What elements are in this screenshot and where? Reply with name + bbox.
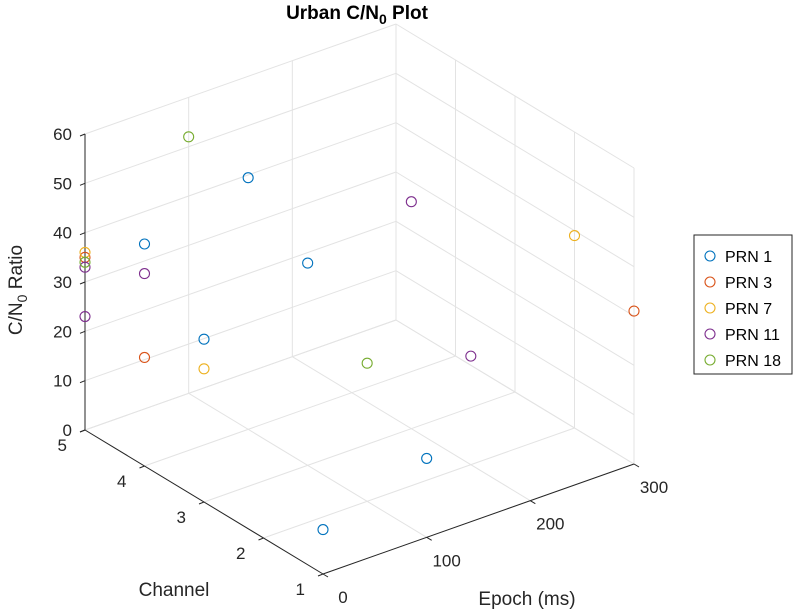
x-tick-label: 0 [338, 588, 347, 607]
legend-label: PRN 1 [725, 249, 772, 266]
y-tick-mark [198, 501, 205, 505]
y-tick-mark [139, 465, 145, 469]
x-tick-mark [426, 536, 432, 541]
data-point [568, 230, 581, 242]
grid-line [263, 427, 575, 539]
y-tick-label: 1 [296, 580, 305, 599]
legend-label: PRN 18 [725, 353, 781, 370]
legend-marker [704, 250, 716, 262]
data-point [465, 350, 477, 362]
grid-line [395, 171, 635, 317]
axis-lines [79, 133, 640, 578]
y-tick-label: 3 [177, 508, 186, 527]
grid-line [144, 355, 456, 467]
data-point [198, 363, 210, 375]
x-axis-line [322, 463, 635, 575]
data-point [138, 351, 151, 364]
grid-lines [84, 23, 635, 575]
legend-label: PRN 11 [725, 327, 780, 344]
data-point [421, 452, 433, 464]
grid-line [84, 220, 397, 332]
data-point [79, 310, 91, 323]
z-tick-mark [79, 281, 86, 285]
grid-line [395, 23, 635, 169]
legend-marker [704, 354, 716, 366]
grid-line [395, 319, 635, 465]
z-tick-label: 40 [53, 224, 72, 243]
grid-line [395, 122, 635, 268]
x-tick-mark [530, 500, 536, 505]
y-tick-mark [258, 537, 264, 541]
z-tick-mark [79, 429, 86, 433]
grid-line [84, 23, 397, 135]
z-tick-label: 20 [53, 322, 72, 341]
z-tick-mark [79, 133, 86, 137]
x-tick-mark [322, 573, 329, 578]
grid-line [395, 270, 635, 416]
y-axis-label: Channel [139, 580, 210, 601]
z-axis-label: C/N0 Ratio [6, 245, 30, 335]
chart-title: Urban C/N0 Plot [286, 3, 429, 27]
legend-marker [704, 276, 716, 288]
data-point [628, 305, 640, 317]
data-point [317, 524, 329, 536]
legend-marker [704, 328, 716, 340]
z-tick-mark [79, 330, 86, 334]
legend-marker [704, 302, 716, 314]
grid-line [84, 319, 397, 431]
legend-box [693, 234, 793, 375]
x-tick-label: 200 [536, 515, 564, 534]
z-tick-label: 0 [63, 421, 72, 440]
data-point [138, 238, 151, 250]
z-tick-mark [79, 182, 86, 186]
grid-line [395, 220, 635, 366]
data-point [79, 256, 91, 268]
z-tick-label: 50 [53, 174, 72, 193]
data-point [242, 172, 254, 184]
x-tick-mark [633, 463, 640, 468]
data-point [183, 131, 195, 143]
x-tick-label: 300 [640, 478, 668, 497]
data-point [405, 196, 417, 208]
grid-line [84, 122, 397, 234]
y-tick-label: 4 [117, 472, 126, 491]
legend-label: PRN 7 [725, 301, 772, 318]
data-point [138, 268, 151, 280]
data-point [361, 357, 373, 369]
y-tick-mark [317, 573, 324, 577]
data-point [79, 261, 91, 273]
x-axis-label: Epoch (ms) [478, 589, 575, 610]
data-point [302, 257, 314, 269]
y-tick-label: 5 [58, 436, 67, 455]
z-tick-label: 10 [53, 372, 72, 391]
grid-line [84, 171, 397, 283]
grid-line [395, 72, 635, 218]
z-tick-mark [79, 380, 86, 384]
legend-label: PRN 3 [725, 275, 772, 292]
legend: PRN 1 PRN 3 PRN 7 PRN 11 PRN 18 [693, 234, 793, 375]
z-tick-label: 60 [53, 125, 72, 144]
x-tick-label: 100 [432, 551, 460, 570]
grid-line [203, 391, 516, 503]
data-point [198, 333, 210, 345]
grid-line [84, 72, 397, 184]
z-tick-label: 30 [53, 273, 72, 292]
data-points [79, 131, 640, 536]
grid-line [84, 270, 397, 382]
z-tick-mark [79, 232, 86, 236]
y-tick-label: 2 [236, 544, 245, 563]
